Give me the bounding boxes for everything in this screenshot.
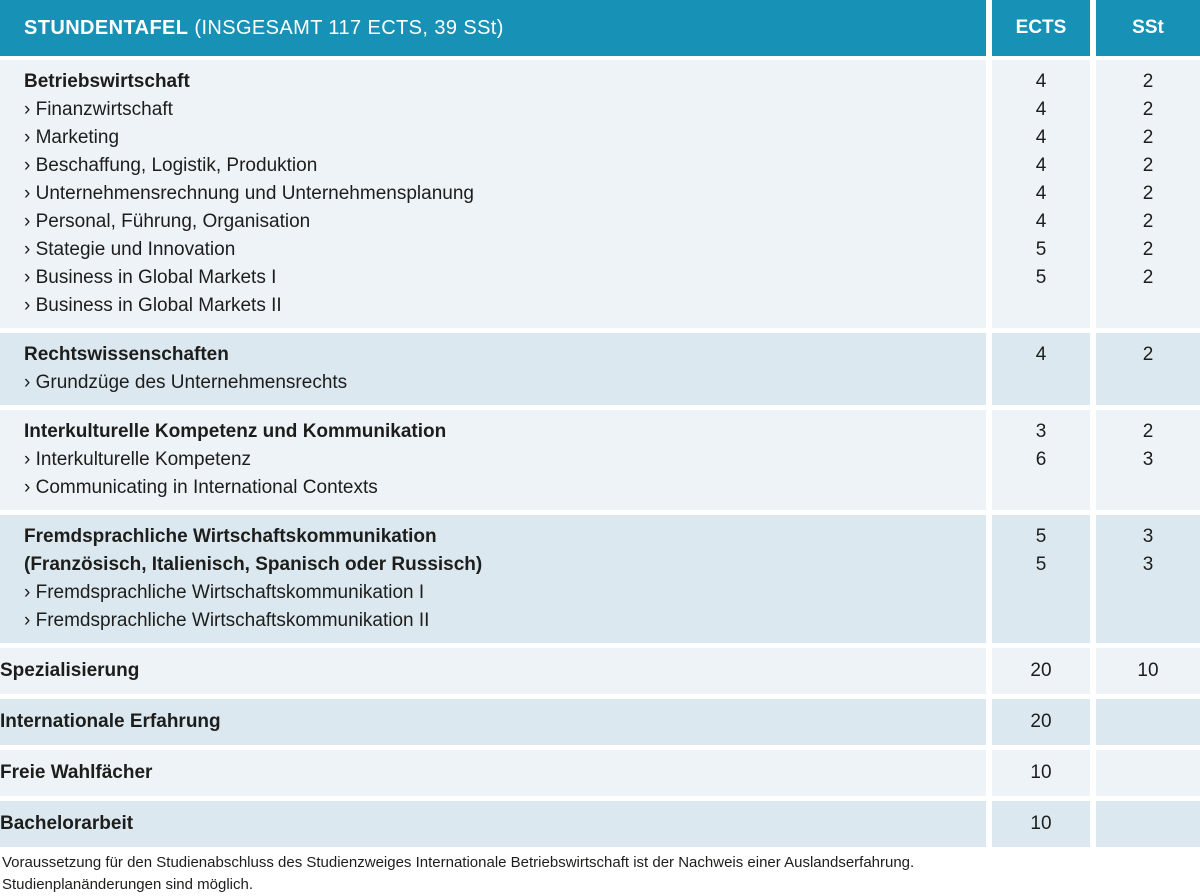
- column-header-ects: ECTS: [992, 0, 1090, 56]
- section-sst-column: [1096, 801, 1200, 847]
- table-section-8: Bachelorarbeit 10: [0, 801, 1200, 847]
- sst-value: 3: [1142, 554, 1154, 575]
- ects-value: 5: [1035, 239, 1047, 260]
- sst-value: 3: [1142, 449, 1154, 470]
- course-item: › Fremdsprachliche Wirtschaftskommunikat…: [24, 582, 425, 603]
- table-section-4: Fremdsprachliche Wirtschaftskommunikatio…: [0, 515, 1200, 643]
- sst-value: 3: [1142, 526, 1154, 547]
- course-item: › Marketing: [24, 127, 120, 148]
- section-ects-column: 10: [992, 801, 1090, 847]
- sst-value: 2: [1142, 239, 1154, 260]
- section-ects-column: 20: [992, 699, 1090, 745]
- ects-value: 6: [1035, 449, 1047, 470]
- section-labels: Betriebswirtschaft › Finanzwirtschaft › Ma…: [0, 60, 986, 328]
- table-section-2: Rechtswissenschaften › Grundzüge des Unte…: [0, 333, 1200, 405]
- table-section-6: Internationale Erfahrung 20: [0, 699, 1200, 745]
- section-title: Bachelorarbeit: [0, 813, 134, 834]
- sst-value: 2: [1142, 71, 1154, 92]
- footnote-line-1: Voraussetzung für den Studienabschluss d…: [2, 854, 915, 871]
- ects-value: 3: [1035, 421, 1047, 442]
- section-labels: Spezialisierung: [0, 648, 986, 694]
- section-ects-column: 10: [992, 750, 1090, 796]
- section-title: Freie Wahlfächer: [0, 762, 153, 783]
- table-section-7: Freie Wahlfächer 10: [0, 750, 1200, 796]
- section-labels: Fremdsprachliche Wirtschaftskommunikatio…: [0, 515, 986, 643]
- sst-value: 2: [1142, 344, 1154, 365]
- course-item: › Business in Global Markets II: [24, 295, 282, 316]
- section-ects-column: 20: [992, 648, 1090, 694]
- course-item: › Unternehmensrechnung und Unternehmensp…: [24, 183, 474, 204]
- section-title: Fremdsprachliche Wirtschaftskommunikatio…: [24, 526, 437, 547]
- section-title: Betriebswirtschaft: [24, 71, 190, 92]
- ects-value: 4: [1035, 344, 1047, 365]
- table-section-1: Betriebswirtschaft › Finanzwirtschaft › Ma…: [0, 60, 1200, 328]
- sst-value: 10: [1137, 660, 1159, 681]
- sst-value: 2: [1142, 267, 1154, 288]
- ects-value: 4: [1035, 211, 1047, 232]
- section-labels: Interkulturelle Kompetenz und Kommunikat…: [0, 410, 986, 510]
- column-header-sst: SSt: [1096, 0, 1200, 56]
- section-labels: Internationale Erfahrung: [0, 699, 986, 745]
- section-sst-column: 10: [1096, 648, 1200, 694]
- ects-value: 20: [1030, 660, 1052, 681]
- ects-value: 5: [1035, 526, 1047, 547]
- course-item: › Beschaffung, Logistik, Produktion: [24, 155, 318, 176]
- sst-value: 2: [1142, 211, 1154, 232]
- course-item: › Communicating in International Context…: [24, 477, 378, 498]
- table-section-3: Interkulturelle Kompetenz und Kommunikat…: [0, 410, 1200, 510]
- sst-value: 2: [1142, 99, 1154, 120]
- course-item: › Fremdsprachliche Wirtschaftskommunikat…: [24, 610, 430, 631]
- ects-value: 4: [1035, 99, 1047, 120]
- section-sst-column: 2 2 2 2 2 2 2 2: [1096, 60, 1200, 328]
- sst-value: 2: [1142, 127, 1154, 148]
- table-title-bold: STUNDENTAFEL: [24, 16, 189, 39]
- course-item: › Finanzwirtschaft: [24, 99, 173, 120]
- sst-value: 2: [1142, 183, 1154, 204]
- table-title-subtitle: (INSGESAMT 117 ECTS, 39 SSt): [188, 16, 504, 39]
- ects-value: 5: [1035, 554, 1047, 575]
- section-sst-column: [1096, 699, 1200, 745]
- section-labels: Rechtswissenschaften › Grundzüge des Unte…: [0, 333, 986, 405]
- section-labels: Freie Wahlfächer: [0, 750, 986, 796]
- section-ects-column: 4: [992, 333, 1090, 405]
- ects-value: 5: [1035, 267, 1047, 288]
- course-item: › Interkulturelle Kompetenz: [24, 449, 252, 470]
- ects-value: 20: [1030, 711, 1052, 732]
- ects-value: 10: [1030, 813, 1052, 834]
- table-header: STUNDENTAFEL (INSGESAMT 117 ECTS, 39 SSt…: [0, 0, 1200, 56]
- section-title: Rechtswissenschaften: [24, 344, 229, 365]
- table-section-5: Spezialisierung 20 10: [0, 648, 1200, 694]
- section-title: Interkulturelle Kompetenz und Kommunikat…: [24, 421, 447, 442]
- ects-value: 4: [1035, 155, 1047, 176]
- section-sst-column: [1096, 750, 1200, 796]
- course-item: › Business in Global Markets I: [24, 267, 277, 288]
- footnote-line-2: Studienplanänderungen sind möglich.: [2, 876, 254, 893]
- footnote: Voraussetzung für den Studienabschluss d…: [0, 852, 1200, 896]
- section-title: Internationale Erfahrung: [0, 711, 221, 732]
- section-labels: Bachelorarbeit: [0, 801, 986, 847]
- section-title: Spezialisierung: [0, 660, 140, 681]
- sst-value: 2: [1142, 155, 1154, 176]
- course-item: › Grundzüge des Unternehmensrechts: [24, 372, 348, 393]
- table-title: STUNDENTAFEL (INSGESAMT 117 ECTS, 39 SSt…: [0, 0, 986, 56]
- section-sst-column: 2: [1096, 333, 1200, 405]
- ects-value: 4: [1035, 183, 1047, 204]
- section-title: (Französisch, Italienisch, Spanisch oder…: [24, 554, 483, 575]
- table-body: Betriebswirtschaft › Finanzwirtschaft › Ma…: [0, 60, 1200, 847]
- ects-value: 10: [1030, 762, 1052, 783]
- ects-value: 4: [1035, 127, 1047, 148]
- course-item: › Personal, Führung, Organisation: [24, 211, 311, 232]
- course-item: › Stategie und Innovation: [24, 239, 236, 260]
- section-ects-column: 4 4 4 4 4 4 5 5: [992, 60, 1090, 328]
- sst-value: 2: [1142, 421, 1154, 442]
- ects-value: 4: [1035, 71, 1047, 92]
